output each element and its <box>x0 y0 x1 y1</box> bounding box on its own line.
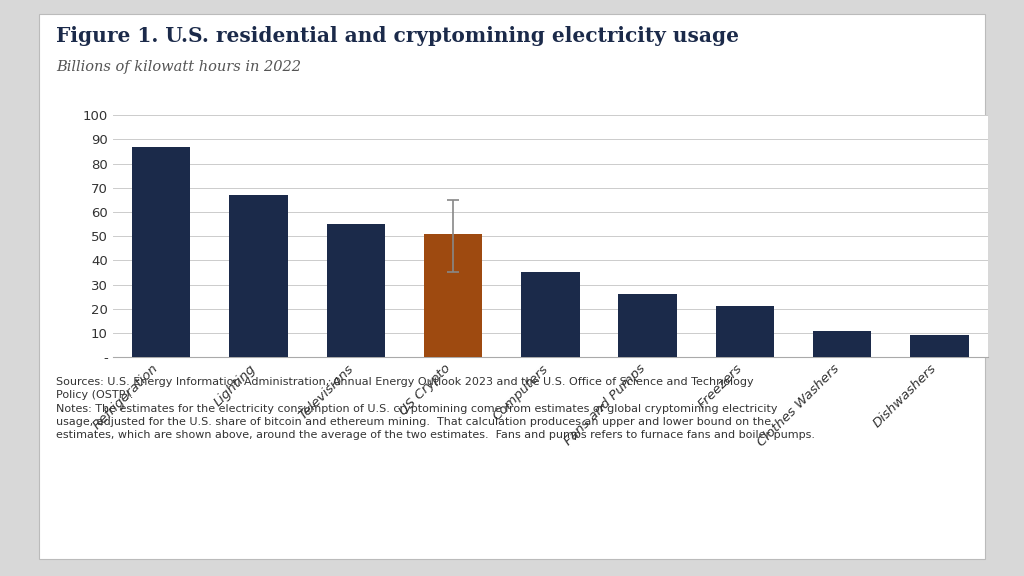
Bar <box>618 294 677 357</box>
Bar <box>521 272 580 357</box>
Bar <box>910 335 969 357</box>
Text: Sources: U.S. Energy Information Administration, Annual Energy Outlook 2023 and : Sources: U.S. Energy Information Adminis… <box>56 377 815 440</box>
Bar <box>132 147 190 357</box>
Bar <box>229 195 288 357</box>
Bar <box>327 224 385 357</box>
Text: Billions of kilowatt hours in 2022: Billions of kilowatt hours in 2022 <box>56 60 301 74</box>
Bar <box>716 306 774 357</box>
Bar <box>424 234 482 357</box>
Bar <box>813 331 871 357</box>
Text: Figure 1. U.S. residential and cryptomining electricity usage: Figure 1. U.S. residential and cryptomin… <box>56 26 739 46</box>
